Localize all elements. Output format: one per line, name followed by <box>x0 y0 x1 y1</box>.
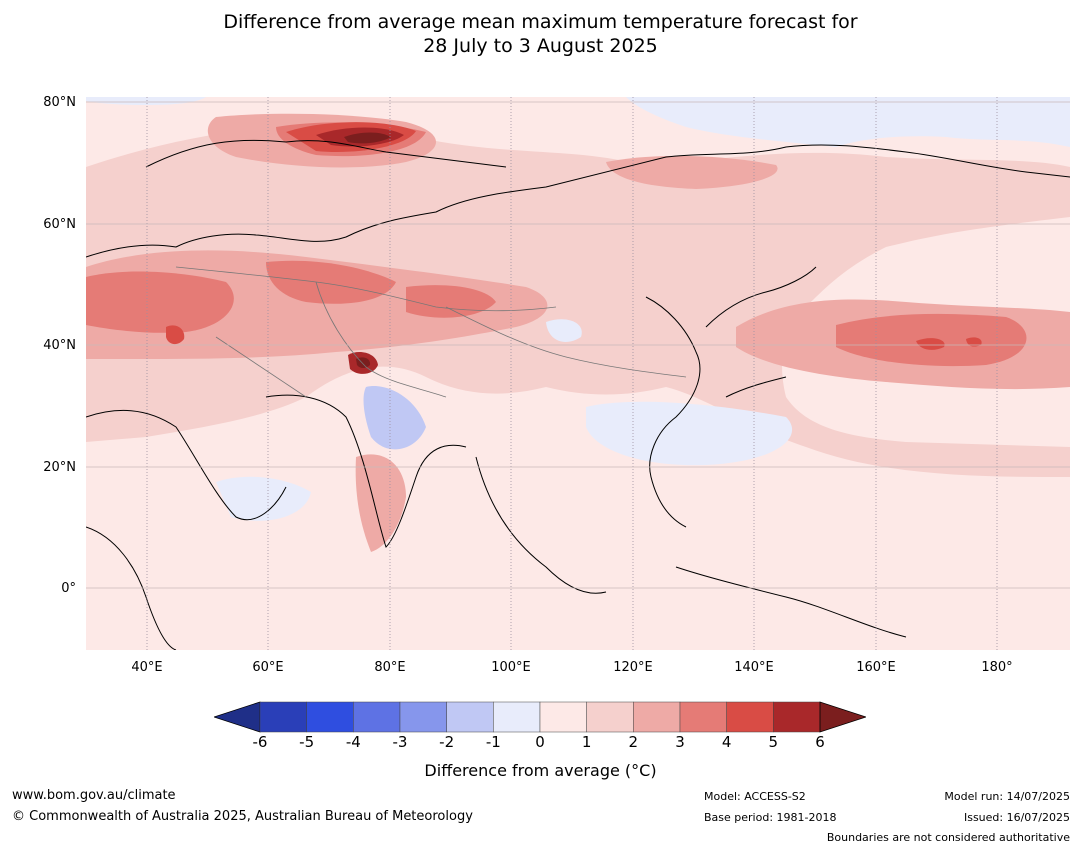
anomaly-4-5-caspian <box>166 325 185 345</box>
anomaly-4-5-pacific-b <box>966 337 982 347</box>
colorbar-cell <box>446 701 494 733</box>
colorbar-tick-label: 1 <box>581 733 592 751</box>
colorbar-cell <box>539 701 587 733</box>
anomaly-3-4-mongolia <box>406 285 496 318</box>
colorbar-tick-label: 6 <box>815 733 825 751</box>
lon-label-80e: 80°E <box>374 660 406 675</box>
arctic-cool-region <box>626 97 1070 147</box>
colorbar-cell <box>633 701 681 733</box>
anomaly-3-4-caucasus <box>86 271 234 333</box>
footer-model-run: Model run: 14/07/2025 <box>944 790 1070 803</box>
lat-label-60n: 60°N <box>43 217 76 232</box>
colorbar-cell <box>679 701 727 733</box>
lon-label-60e: 60°E <box>252 660 284 675</box>
anomaly-cool-arabia <box>216 476 311 521</box>
anomaly-cool-india <box>363 386 426 450</box>
colorbar-tick-label: -2 <box>439 733 455 751</box>
latitude-lines <box>86 101 1070 589</box>
colorbar-tick-label: 0 <box>535 733 545 751</box>
colorbar-label: Difference from average (°C) <box>424 761 657 780</box>
colorbar-tick-label: 3 <box>675 733 685 751</box>
anomaly-4-5-pacific-a <box>916 338 945 350</box>
colorbar-cell <box>493 701 541 733</box>
title-line-2: 28 July to 3 August 2025 <box>423 35 658 57</box>
lat-label-40n: 40°N <box>43 338 76 353</box>
anomaly-1-2-region <box>86 127 1070 477</box>
anomaly-6plus-arctic <box>344 132 391 144</box>
lat-label-20n: 20°N <box>43 460 76 475</box>
colorbar-tick-label: 5 <box>768 733 779 751</box>
colorbar-tick-label: -4 <box>345 733 361 751</box>
footer-model: Model: ACCESS-S2 <box>704 790 806 803</box>
colorbar-tick-label: -6 <box>252 733 268 751</box>
lon-label-140e: 140°E <box>734 660 774 675</box>
footer-issued: Issued: 16/07/2025 <box>963 811 1070 824</box>
arctic-cool-west <box>86 97 206 105</box>
footer-base-period: Base period: 1981-2018 <box>704 811 837 824</box>
colorbar-cell <box>773 701 821 733</box>
footer-boundaries-note: Boundaries are not considered authoritat… <box>826 831 1070 844</box>
colorbar-tick-label: -1 <box>485 733 501 751</box>
anomaly-cool-china <box>546 319 582 342</box>
colorbar-tick-label: -5 <box>299 733 315 751</box>
lat-label-0: 0° <box>61 581 76 596</box>
colorbar-extend-high <box>819 701 866 733</box>
title-line-1: Difference from average mean maximum tem… <box>223 11 858 33</box>
colorbar-tick-label: -3 <box>392 733 408 751</box>
footer-website: www.bom.gov.au/climate <box>12 788 176 803</box>
lon-label-180: 180° <box>981 660 1013 675</box>
lon-label-120e: 120°E <box>613 660 653 675</box>
colorbar-cell <box>399 701 447 733</box>
footer-copyright: © Commonwealth of Australia 2025, Austra… <box>12 809 473 824</box>
colorbar-cell <box>586 701 634 733</box>
map-title: Difference from average mean maximum tem… <box>0 10 1081 58</box>
colorbar-tick-label: 2 <box>628 733 639 751</box>
colorbar-cell <box>259 701 307 733</box>
colorbar-extend-low <box>214 701 261 733</box>
coastlines <box>86 139 1070 650</box>
anomaly-3-4-kazakhstan <box>266 260 396 304</box>
map-svg <box>86 97 1070 650</box>
colorbar-cell <box>353 701 401 733</box>
colorbar <box>214 701 866 733</box>
anomaly-2-3-siberia <box>606 155 778 189</box>
lon-label-40e: 40°E <box>131 660 163 675</box>
graticule <box>146 97 998 650</box>
lat-label-80n: 80°N <box>43 95 76 110</box>
lon-label-160e: 160°E <box>856 660 896 675</box>
anomaly-cool-south-china-sea <box>586 401 793 466</box>
colorbar-cell <box>306 701 354 733</box>
colorbar-tick-label: 4 <box>721 733 732 751</box>
forecast-map <box>86 97 1070 650</box>
lon-label-100e: 100°E <box>491 660 531 675</box>
colorbar-cell <box>726 701 774 733</box>
country-borders <box>175 266 687 398</box>
